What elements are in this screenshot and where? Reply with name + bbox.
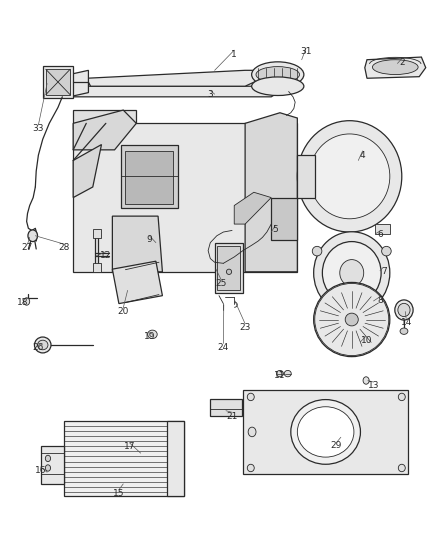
Bar [121,144,178,208]
Ellipse shape [247,393,254,401]
Text: 23: 23 [240,323,251,332]
Text: 27: 27 [22,244,33,253]
Text: 4: 4 [360,151,365,160]
Ellipse shape [398,393,405,401]
Polygon shape [243,390,408,474]
Ellipse shape [148,330,157,338]
Bar [210,399,242,416]
Bar [297,155,315,198]
Bar [42,446,64,484]
Ellipse shape [309,134,390,219]
Bar [217,246,240,290]
Text: 20: 20 [117,307,129,316]
Text: 25: 25 [215,279,227,288]
Bar [271,198,297,240]
Ellipse shape [46,455,50,462]
Text: 17: 17 [124,442,135,451]
Ellipse shape [284,370,291,377]
Ellipse shape [291,400,360,464]
Polygon shape [73,123,297,272]
Ellipse shape [252,77,304,95]
Ellipse shape [248,427,256,437]
Text: 5: 5 [273,225,279,234]
Bar [215,243,243,293]
Polygon shape [113,261,162,304]
Bar [375,224,390,233]
Text: 7: 7 [381,268,387,276]
Text: 18: 18 [17,298,28,307]
Polygon shape [234,192,271,224]
Bar [125,151,173,204]
Text: 14: 14 [400,318,412,327]
Ellipse shape [312,246,322,256]
Ellipse shape [276,370,283,377]
Text: 16: 16 [35,466,46,475]
Ellipse shape [46,465,50,471]
Polygon shape [64,70,88,98]
Text: 33: 33 [33,124,44,133]
Text: 10: 10 [361,336,373,345]
Ellipse shape [28,230,38,241]
Text: 13: 13 [368,381,379,390]
Ellipse shape [400,328,408,334]
Ellipse shape [381,246,391,256]
Ellipse shape [395,300,413,320]
Ellipse shape [322,241,381,304]
Ellipse shape [345,313,358,326]
Bar [64,421,184,496]
Ellipse shape [297,120,402,232]
Polygon shape [73,110,136,150]
Ellipse shape [347,312,357,321]
Polygon shape [73,110,136,128]
Ellipse shape [256,67,300,83]
Ellipse shape [35,337,51,353]
Polygon shape [245,113,297,272]
Polygon shape [86,70,262,86]
Text: 8: 8 [377,296,383,305]
Ellipse shape [363,377,369,384]
Ellipse shape [340,260,364,286]
Ellipse shape [314,282,390,357]
Polygon shape [113,216,162,272]
Polygon shape [64,86,289,97]
Text: 3: 3 [208,90,213,99]
Text: 28: 28 [59,244,70,253]
Text: 12: 12 [100,252,112,261]
Polygon shape [43,66,73,98]
Text: 29: 29 [331,441,342,450]
Text: 11: 11 [274,370,286,379]
Bar [167,421,184,496]
Text: 21: 21 [226,411,238,421]
Ellipse shape [252,62,304,87]
Text: 2: 2 [399,58,405,67]
Text: 24: 24 [218,343,229,352]
Ellipse shape [314,232,390,314]
Ellipse shape [297,407,354,457]
Text: 9: 9 [146,236,152,245]
Text: 31: 31 [300,47,312,56]
Ellipse shape [247,464,254,472]
Ellipse shape [24,298,30,305]
Ellipse shape [372,60,418,75]
Ellipse shape [226,269,232,274]
Text: 1: 1 [231,50,237,59]
Polygon shape [365,57,426,78]
Bar [46,69,70,95]
Ellipse shape [398,464,405,472]
Bar [93,229,101,238]
Text: 6: 6 [377,230,383,239]
Polygon shape [73,144,102,198]
Ellipse shape [38,340,48,350]
Text: 15: 15 [113,489,125,498]
Text: 19: 19 [144,332,155,341]
Ellipse shape [398,303,410,317]
Bar [93,263,101,272]
Text: 26: 26 [33,343,44,352]
